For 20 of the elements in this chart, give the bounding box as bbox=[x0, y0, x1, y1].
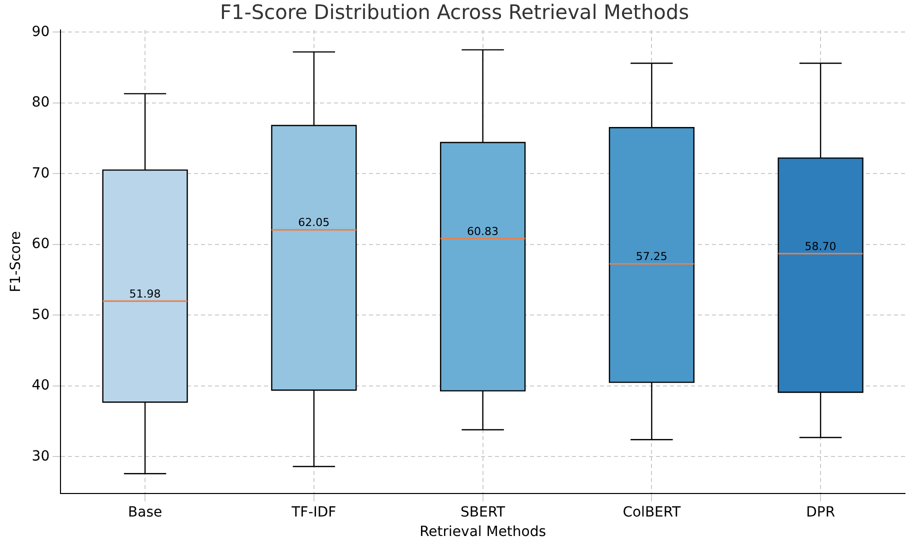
text: 58.70 bbox=[804, 240, 836, 253]
y-tick-label: 70 bbox=[32, 165, 50, 182]
y-tick-label: 50 bbox=[32, 306, 50, 323]
y-axis-title: F1-Score bbox=[8, 231, 24, 292]
text: 57.25 bbox=[636, 250, 668, 264]
x-tick-label: ColBERT bbox=[622, 504, 682, 520]
y-tick-label: 90 bbox=[32, 24, 50, 40]
x-tick-label: Base bbox=[128, 504, 162, 520]
y-tick-label: 60 bbox=[32, 236, 50, 252]
x-tick-label: DPR bbox=[806, 504, 836, 520]
x-axis-title: Retrieval Methods bbox=[420, 524, 546, 540]
y-tick-label: 40 bbox=[32, 378, 50, 394]
chart-title: F1-Score Distribution Across Retrieval Methods bbox=[220, 0, 690, 24]
x-tick-label: SBERT bbox=[460, 504, 506, 520]
y-tick-label: 30 bbox=[32, 448, 50, 464]
text: 60.83 bbox=[467, 224, 499, 238]
text: 51.98 bbox=[129, 287, 161, 300]
x-tick-label: TF-IDF bbox=[290, 504, 336, 520]
y-tick-label: 80 bbox=[32, 94, 50, 111]
text: 62.05 bbox=[298, 216, 330, 230]
